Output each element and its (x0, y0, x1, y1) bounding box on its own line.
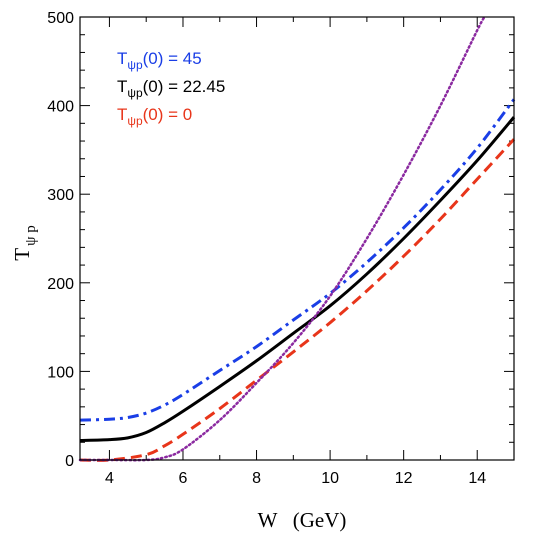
x-tick-label: 14 (468, 470, 486, 487)
legend-label-base: T (117, 77, 127, 96)
y-tick-label: 100 (47, 364, 74, 381)
series-layer (78, 15, 516, 462)
series-line-3 (78, 15, 486, 462)
x-tick-label: 8 (252, 470, 261, 487)
legend-label-base: T (117, 105, 127, 124)
legend-entry-1: Tψp(0) = 22.45 (117, 77, 225, 100)
legend-label-rest: (0) = 0 (143, 105, 193, 124)
x-tick-label: 4 (105, 470, 114, 487)
y-tick-label: 300 (47, 187, 74, 204)
legend-label-sub: ψp (127, 114, 143, 128)
y-tick-label: 0 (65, 453, 74, 470)
y-axis-title-main: T (10, 248, 34, 261)
legend-entry-0: Tψp(0) = 45 (117, 49, 202, 72)
x-axis-title: W (GeV) (258, 508, 347, 532)
plot-frame (79, 16, 515, 461)
y-axis-title: Tψ p (10, 225, 39, 260)
x-tick-label: 10 (321, 470, 339, 487)
series-line-0 (79, 98, 516, 422)
x-tick-label: 6 (179, 470, 188, 487)
y-tick-label: 400 (47, 99, 74, 116)
legend-entry-2: Tψp(0) = 0 (117, 105, 192, 128)
x-tick-label: 12 (395, 470, 413, 487)
series-line-1 (79, 116, 516, 443)
legend-label-base: T (117, 49, 127, 68)
series-line-2 (79, 138, 516, 462)
legend-label-rest: (0) = 22.45 (143, 77, 226, 96)
y-tick-label: 200 (47, 276, 74, 293)
legend-label-sub: ψp (127, 86, 143, 100)
ticks-layer: 4 6 8 10 12 14 0 100 200 300 400 500 (47, 10, 515, 487)
legend-label-sub: ψp (127, 58, 143, 72)
y-tick-label: 500 (47, 10, 74, 27)
legend-label-rest: (0) = 45 (143, 49, 202, 68)
y-axis-title-sub: ψ p (23, 225, 39, 246)
